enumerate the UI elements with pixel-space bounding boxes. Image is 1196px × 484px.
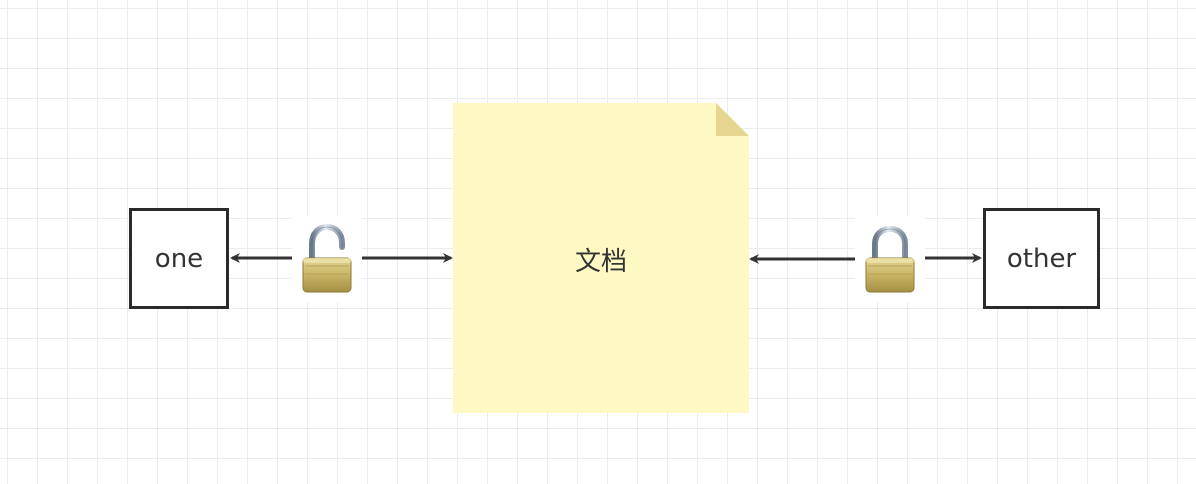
locked-padlock-icon[interactable] — [855, 216, 925, 302]
node-document[interactable]: 文档 — [453, 103, 749, 413]
node-one[interactable]: one — [129, 208, 229, 309]
node-one-label: one — [154, 243, 204, 274]
unlocked-padlock-icon[interactable] — [292, 216, 362, 302]
node-document-label: 文档 — [574, 246, 627, 277]
node-other[interactable]: other — [983, 208, 1100, 309]
node-other-label: other — [1006, 243, 1077, 274]
